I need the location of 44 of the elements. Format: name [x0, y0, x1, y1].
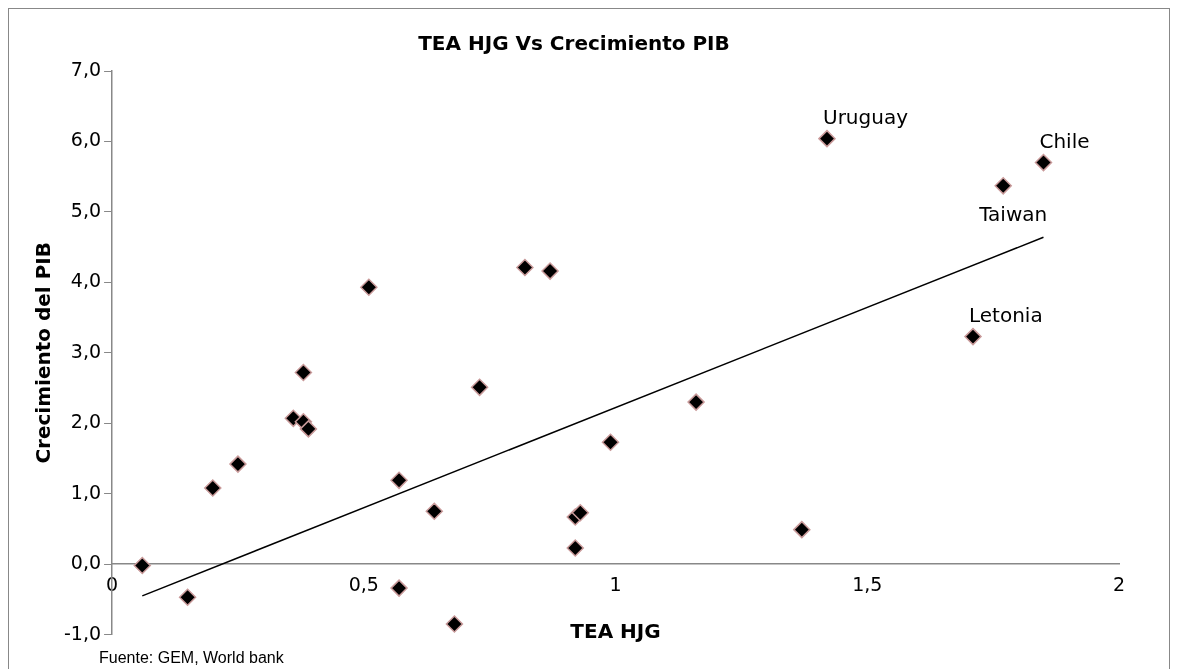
point	[566, 539, 585, 557]
y-axis-title: Crecimiento del PIB	[31, 241, 56, 464]
y-tick-label: 0,0	[70, 551, 102, 574]
annotation: Chile	[1039, 128, 1090, 153]
point	[601, 433, 620, 452]
x-tick-label: 2	[1112, 573, 1126, 596]
x-tick-label: 1,5	[852, 573, 883, 596]
point	[204, 479, 222, 497]
point	[425, 502, 444, 521]
point	[294, 363, 313, 382]
chart-title: TEA HJG Vs Crecimiento PIB	[418, 31, 730, 56]
y-tick-label: -1,0	[63, 621, 102, 644]
point	[390, 471, 408, 490]
point	[516, 258, 534, 277]
point	[964, 327, 982, 346]
point	[818, 129, 836, 148]
annotation: Taiwan	[978, 202, 1048, 227]
x-tick-label: 0,5	[348, 573, 379, 596]
x-axis-title: TEA HJG	[570, 619, 661, 644]
point	[390, 579, 408, 597]
point	[133, 556, 152, 575]
annotation: Letonia	[969, 302, 1043, 327]
y-tick-label: 2,0	[70, 410, 102, 433]
point	[178, 588, 197, 607]
source-note: Fuente: GEM, World bank	[99, 649, 284, 667]
y-tick-label: 3,0	[70, 339, 102, 362]
annotation: Uruguay	[822, 104, 909, 129]
y-tick-label: 4,0	[70, 269, 102, 292]
point	[299, 420, 318, 438]
point	[541, 262, 559, 280]
point	[687, 393, 705, 411]
x-tick-label: 1	[609, 573, 622, 596]
y-tick-label: 5,0	[70, 198, 102, 221]
point	[360, 278, 378, 297]
point	[994, 177, 1012, 195]
point	[571, 503, 590, 522]
point	[445, 615, 464, 633]
point	[470, 378, 489, 397]
y-tick-label: 1,0	[70, 480, 102, 503]
y-tick-label: 7,0	[70, 57, 102, 80]
point	[1034, 153, 1053, 172]
point	[229, 455, 247, 473]
point	[793, 520, 811, 539]
y-tick-label: 6,0	[70, 128, 102, 151]
